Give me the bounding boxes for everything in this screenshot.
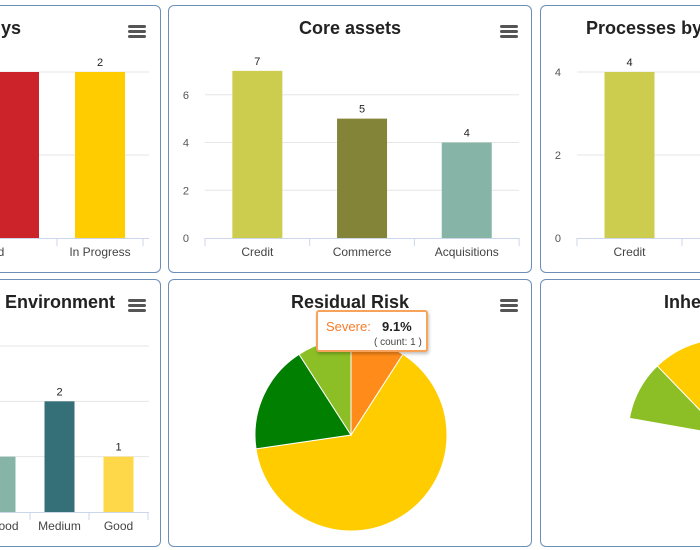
data-label: 2 xyxy=(97,57,103,69)
data-label: 2 xyxy=(56,386,62,398)
bar xyxy=(337,118,388,238)
x-category-label: In Progress xyxy=(69,245,130,259)
chart-title: ys xyxy=(1,18,22,38)
pie-slice xyxy=(254,353,352,450)
chart-title: Core assets xyxy=(298,18,402,38)
chart-card-inherent-risk: Inhe xyxy=(540,279,700,547)
data-label: 1 xyxy=(115,442,121,454)
bar-chart: rted 2 In Progress xyxy=(0,57,149,259)
pie-slice xyxy=(656,341,700,411)
hamburger-menu-icon[interactable] xyxy=(128,25,146,39)
chart-card-core-assets: Core assets 0 2 4 6 7 Credit 5 Commerce 4 Acquisi… xyxy=(168,5,532,273)
y-tick-label: 0 xyxy=(183,233,189,245)
x-category-label: Acquisitions xyxy=(435,245,499,259)
hamburger-menu-icon[interactable] xyxy=(128,299,146,313)
y-tick-label: 0 xyxy=(555,233,561,245)
bar xyxy=(75,72,125,238)
x-category-label: Credit xyxy=(613,245,646,259)
chart-card-status: ys rted 2 In Progress xyxy=(0,5,161,273)
chart-title: Inhe xyxy=(664,292,700,312)
data-label: 5 xyxy=(359,104,365,116)
tooltip-series-name: Severe: xyxy=(326,319,371,334)
bar xyxy=(0,456,16,512)
x-category-label: Credit xyxy=(241,245,274,259)
y-tick-label: 4 xyxy=(183,138,189,150)
bar-chart: ood 2 Medium 1 Good xyxy=(0,345,149,533)
bar xyxy=(232,70,283,238)
chart-title: Residual Risk xyxy=(290,292,410,312)
y-tick-label: 4 xyxy=(555,67,561,79)
bar-chart: 0 2 4 6 7 Credit 5 Commerce 4 Acquisitions xyxy=(183,56,520,259)
chart-card-residual-risk: Residual Risk xyxy=(168,279,532,547)
x-category-label: Medium xyxy=(38,519,81,533)
bar xyxy=(604,72,655,238)
chart-title: Processes by xyxy=(586,18,700,38)
tooltip-count: ( count: 1 ) xyxy=(374,337,422,348)
data-label: 4 xyxy=(626,57,632,69)
data-label: 4 xyxy=(464,128,470,140)
bar xyxy=(441,142,492,238)
x-category-label: rted xyxy=(0,245,4,259)
bar xyxy=(103,456,134,512)
bar xyxy=(0,72,39,238)
bar xyxy=(44,401,75,512)
hamburger-menu-icon[interactable] xyxy=(500,299,518,313)
y-tick-label: 6 xyxy=(183,90,189,102)
pie-chart xyxy=(628,341,700,432)
chart-title: Environment xyxy=(5,292,116,312)
x-category-label: ood xyxy=(0,519,19,533)
pie-slice xyxy=(255,353,448,532)
bar-chart: 0 2 4 4 Credit xyxy=(555,57,700,259)
tooltip-value: 9.1% xyxy=(382,319,412,334)
y-tick-label: 2 xyxy=(183,185,189,197)
y-tick-label: 2 xyxy=(555,150,561,162)
x-category-label: Commerce xyxy=(333,245,392,259)
x-category-label: Good xyxy=(104,519,133,533)
pie-chart xyxy=(254,338,448,532)
data-label: 7 xyxy=(254,56,260,68)
pie-tooltip: Severe: 9.1% ( count: 1 ) xyxy=(316,310,428,352)
chart-card-processes: Processes by 0 2 4 4 Credit xyxy=(540,5,700,273)
chart-card-environment: Environment ood 2 Medium 1 Good xyxy=(0,279,161,547)
hamburger-menu-icon[interactable] xyxy=(500,25,518,39)
